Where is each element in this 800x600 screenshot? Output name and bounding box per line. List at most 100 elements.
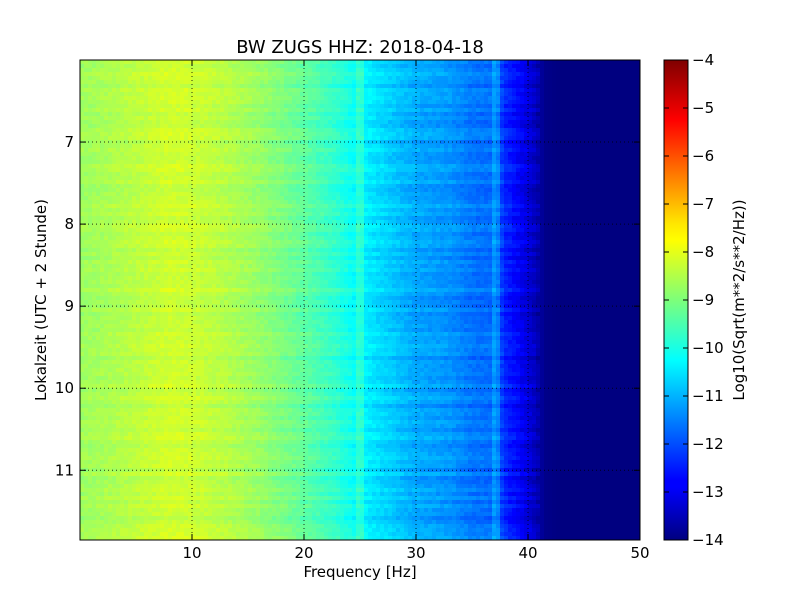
heatmap-cell: [476, 132, 481, 137]
heatmap-cell: [392, 100, 397, 105]
heatmap-cell: [352, 188, 357, 193]
heatmap-cell: [400, 112, 405, 117]
heatmap-cell: [148, 132, 153, 137]
heatmap-cell: [104, 196, 109, 201]
heatmap-cell: [292, 168, 297, 173]
heatmap-cell: [488, 112, 493, 117]
heatmap-cell: [308, 168, 313, 173]
heatmap-cell: [384, 116, 389, 121]
heatmap-cell: [552, 184, 557, 189]
heatmap-cell: [632, 192, 637, 197]
heatmap-cell: [316, 84, 321, 89]
heatmap-cell: [468, 136, 473, 141]
heatmap-cell: [596, 148, 601, 153]
heatmap-cell: [468, 72, 473, 77]
heatmap-cell: [492, 180, 497, 185]
heatmap-cell: [372, 140, 377, 145]
heatmap-cell: [244, 176, 249, 181]
heatmap-cell: [488, 140, 493, 145]
heatmap-cell: [564, 180, 569, 185]
heatmap-cell: [564, 196, 569, 201]
heatmap-cell: [360, 192, 365, 197]
heatmap-cell: [112, 132, 117, 137]
heatmap-cell: [408, 156, 413, 161]
heatmap-cell: [388, 64, 393, 69]
heatmap-cell: [356, 140, 361, 145]
heatmap-cell: [80, 108, 85, 113]
heatmap-cell: [240, 128, 245, 133]
heatmap-cell: [112, 164, 117, 169]
heatmap-cell: [100, 76, 105, 81]
heatmap-cell: [512, 108, 517, 113]
heatmap-cell: [308, 80, 313, 85]
heatmap-cell: [572, 136, 577, 141]
heatmap-cell: [400, 172, 405, 177]
heatmap-cell: [192, 72, 197, 77]
heatmap-cell: [312, 100, 317, 105]
heatmap-cell: [572, 172, 577, 177]
heatmap-cell: [120, 80, 125, 85]
heatmap-cell: [540, 188, 545, 193]
heatmap-cell: [248, 72, 253, 77]
heatmap-cell: [112, 116, 117, 121]
heatmap-cell: [340, 156, 345, 161]
heatmap-cell: [536, 80, 541, 85]
heatmap-cell: [180, 104, 185, 109]
heatmap-cell: [324, 92, 329, 97]
heatmap-cell: [548, 100, 553, 105]
heatmap-cell: [404, 196, 409, 201]
heatmap-cell: [496, 144, 501, 149]
heatmap-cell: [112, 104, 117, 109]
heatmap-cell: [580, 76, 585, 81]
heatmap-cell: [420, 96, 425, 101]
heatmap-cell: [520, 120, 525, 125]
heatmap-cell: [88, 168, 93, 173]
heatmap-cell: [292, 100, 297, 105]
heatmap-cell: [380, 92, 385, 97]
heatmap-cell: [152, 184, 157, 189]
heatmap-cell: [280, 136, 285, 141]
heatmap-cell: [528, 108, 533, 113]
heatmap-cell: [180, 108, 185, 113]
heatmap-cell: [516, 104, 521, 109]
heatmap-cell: [116, 152, 121, 157]
heatmap-cell: [308, 172, 313, 177]
heatmap-cell: [176, 100, 181, 105]
heatmap-cell: [204, 108, 209, 113]
heatmap-cell: [196, 132, 201, 137]
heatmap-cell: [592, 68, 597, 73]
heatmap-cell: [124, 60, 129, 65]
heatmap-cell: [228, 120, 233, 125]
heatmap-cell: [536, 108, 541, 113]
heatmap-cell: [228, 176, 233, 181]
heatmap-cell: [492, 84, 497, 89]
heatmap-cell: [376, 128, 381, 133]
heatmap-cell: [252, 140, 257, 145]
heatmap-cell: [516, 168, 521, 173]
heatmap-cell: [272, 104, 277, 109]
heatmap-cell: [392, 112, 397, 117]
heatmap-cell: [156, 192, 161, 197]
heatmap-cell: [600, 168, 605, 173]
heatmap-cell: [528, 124, 533, 129]
heatmap-cell: [348, 180, 353, 185]
heatmap-cell: [572, 152, 577, 157]
heatmap-cell: [224, 116, 229, 121]
heatmap-cell: [356, 64, 361, 69]
heatmap-cell: [428, 60, 433, 65]
heatmap-cell: [288, 68, 293, 73]
heatmap-cell: [188, 84, 193, 89]
heatmap-cell: [476, 96, 481, 101]
heatmap-cell: [524, 112, 529, 117]
heatmap-cell: [424, 60, 429, 65]
heatmap-cell: [164, 156, 169, 161]
heatmap-cell: [280, 172, 285, 177]
heatmap-cell: [224, 68, 229, 73]
heatmap-cell: [572, 120, 577, 125]
heatmap-cell: [552, 92, 557, 97]
heatmap-cell: [612, 116, 617, 121]
heatmap-cell: [216, 148, 221, 153]
heatmap-cell: [436, 148, 441, 153]
heatmap-cell: [456, 184, 461, 189]
heatmap-cell: [436, 156, 441, 161]
